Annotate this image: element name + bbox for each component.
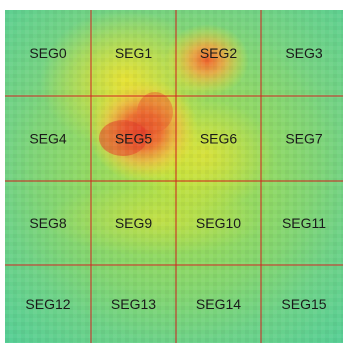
segment-label-seg15: SEG15 xyxy=(281,296,326,312)
segment-label-seg7: SEG7 xyxy=(285,131,323,147)
segment-label-seg6: SEG6 xyxy=(200,131,238,147)
segment-label-seg11: SEG11 xyxy=(282,215,326,231)
heatmap: SEG0 SEG1 SEG2 SEG3 SEG4 SEG5 SEG6 SEG7 SEG8 SEG9… xyxy=(5,10,343,343)
segment-label-seg14: SEG14 xyxy=(196,296,241,312)
segment-label-seg9: SEG9 xyxy=(115,215,153,231)
segment-label-seg3: SEG3 xyxy=(285,45,323,61)
segment-label-seg5: SEG5 xyxy=(115,131,153,147)
segment-labels: SEG0 SEG1 SEG2 SEG3 SEG4 SEG5 SEG6 SEG7 SEG8 SEG9… xyxy=(25,45,326,312)
segment-label-seg10: SEG10 xyxy=(196,215,241,231)
heatmap-panel: SEG0 SEG1 SEG2 SEG3 SEG4 SEG5 SEG6 SEG7 SEG8 SEG9… xyxy=(5,10,343,343)
grid-lines xyxy=(5,10,343,343)
segment-label-seg1: SEG1 xyxy=(115,45,153,61)
segment-label-seg0: SEG0 xyxy=(29,45,67,61)
segment-label-seg2: SEG2 xyxy=(200,45,238,61)
segment-label-seg8: SEG8 xyxy=(29,215,67,231)
segment-label-seg12: SEG12 xyxy=(25,296,70,312)
segment-label-seg13: SEG13 xyxy=(111,296,156,312)
segment-label-seg4: SEG4 xyxy=(29,131,67,147)
